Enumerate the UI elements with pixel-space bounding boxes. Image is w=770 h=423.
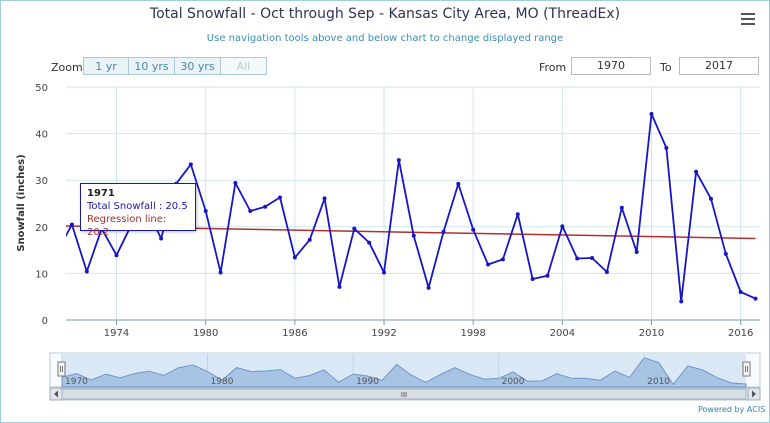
snowfall-data-point: [248, 208, 253, 213]
snowfall-data-point: [590, 256, 595, 261]
snowfall-data-point: [426, 285, 431, 290]
snowfall-data-point: [411, 233, 416, 238]
navigator-labels: 1970 1980 1990 2000 2010: [65, 377, 670, 387]
x-tick-label: 1980: [193, 328, 218, 339]
scroll-left-arrow-icon: [54, 390, 58, 398]
snowfall-data-point: [575, 256, 580, 261]
snowfall-data-point: [396, 158, 401, 163]
snowfall-data-point: [604, 270, 609, 275]
y-tick-label: 20: [35, 223, 48, 234]
snowfall-data-point: [203, 208, 208, 213]
navigator-right-handle[interactable]: [742, 361, 751, 377]
snowfall-data-point: [649, 112, 654, 117]
snowfall-data-point: [188, 162, 193, 167]
chart-title: Total Snowfall - Oct through Sep - Kansa…: [149, 6, 621, 22]
x-axis: 1974 1980 1986 1992 1998 2004 2010 2016: [104, 320, 753, 339]
snowfall-data-point: [382, 270, 387, 275]
y-axis-label: Snowfall (inches): [16, 154, 27, 251]
x-tick-label: 2004: [550, 328, 575, 339]
y-tick-label: 0: [42, 316, 48, 327]
snowfall-data-point: [55, 250, 59, 254]
x-tick-label: 2010: [639, 328, 664, 339]
navigator-label: 1970: [65, 377, 88, 387]
snowfall-data-point: [322, 196, 327, 201]
snowfall-data-point: [292, 255, 297, 260]
x-tick-label: 2016: [728, 328, 753, 339]
snowfall-data-point: [634, 249, 639, 254]
credits-link[interactable]: Powered by ACIS: [698, 405, 766, 414]
snowfall-data-point: [619, 205, 624, 210]
navigator-left-handle[interactable]: [57, 361, 66, 377]
hamburger-menu-icon[interactable]: [741, 13, 755, 25]
y-tick-label: 10: [35, 269, 48, 280]
y-axis: 0 10 20 30 40 50: [35, 83, 48, 327]
zoom-label: Zoom: [51, 61, 83, 74]
snowfall-data-point: [694, 169, 699, 174]
x-tick-label: 1998: [460, 328, 485, 339]
snowfall-data-point: [159, 236, 164, 241]
from-label: From: [539, 61, 567, 74]
navigator-label: 2010: [647, 377, 670, 387]
snowfall-data-point: [500, 257, 505, 262]
snowfall-data-point: [114, 253, 119, 258]
snowfall-data-point: [560, 224, 565, 229]
navigator-area: [61, 357, 747, 388]
snowfall-data-point: [84, 269, 89, 274]
snowfall-data-point: [515, 212, 520, 217]
snowfall-data-point: [753, 296, 758, 301]
zoom-1yr-button[interactable]: 1 yr: [83, 57, 129, 75]
snowfall-data-point: [664, 146, 669, 151]
x-tick-label: 1986: [282, 328, 307, 339]
from-year-input[interactable]: 1970: [571, 57, 651, 75]
snowfall-data-point: [545, 273, 550, 278]
tooltip-regression: Regression line: 20.2: [87, 214, 167, 238]
scrollbar[interactable]: III: [49, 387, 761, 401]
snowfall-data-point: [530, 276, 535, 281]
chart-subtitle: Use navigation tools above and below cha…: [206, 33, 564, 44]
scrollbar-grip-icon: III: [401, 391, 407, 399]
snowfall-data-point: [233, 180, 238, 185]
navigator-label: 2000: [502, 377, 525, 387]
tooltip-total: Total Snowfall : 20.5: [87, 201, 188, 212]
snowfall-data-point: [307, 237, 312, 242]
x-tick-label: 1974: [104, 328, 129, 339]
snowfall-data-point: [69, 222, 74, 227]
y-tick-label: 30: [35, 176, 48, 187]
snowfall-data-point: [277, 195, 282, 200]
snowfall-data-point: [723, 251, 728, 256]
scrollbar-thumb[interactable]: [61, 388, 747, 400]
navigator-label: 1980: [211, 377, 234, 387]
snowfall-data-point: [738, 290, 743, 295]
navigator-label: 1990: [356, 377, 379, 387]
y-tick-label: 40: [35, 130, 48, 141]
snowfall-data-point: [471, 227, 476, 232]
to-year-input[interactable]: 2017: [679, 57, 759, 75]
zoom-all-button[interactable]: All: [220, 57, 267, 75]
snowfall-data-point: [456, 181, 461, 186]
snowfall-data-point: [441, 229, 446, 234]
scroll-right-arrow-icon: [752, 390, 756, 398]
snowfall-data-point: [263, 204, 268, 209]
zoom-10yrs-button[interactable]: 10 yrs: [128, 57, 175, 75]
to-label: To: [660, 61, 672, 74]
snowfall-data-point: [367, 240, 372, 245]
data-tooltip: 1971 Total Snowfall : 20.5 Regression li…: [80, 183, 196, 238]
y-tick-label: 50: [35, 83, 48, 94]
snowfall-data-point: [218, 270, 223, 275]
snowfall-data-point: [486, 262, 491, 267]
snowfall-data-point: [352, 226, 357, 231]
navigator[interactable]: 1970 1980 1990 2000 2010: [49, 352, 761, 388]
snowfall-data-point: [708, 196, 713, 201]
x-tick-label: 1992: [371, 328, 396, 339]
tooltip-year: 1971: [87, 188, 115, 199]
snowfall-data-point: [679, 299, 684, 304]
snowfall-data-point: [337, 284, 342, 289]
